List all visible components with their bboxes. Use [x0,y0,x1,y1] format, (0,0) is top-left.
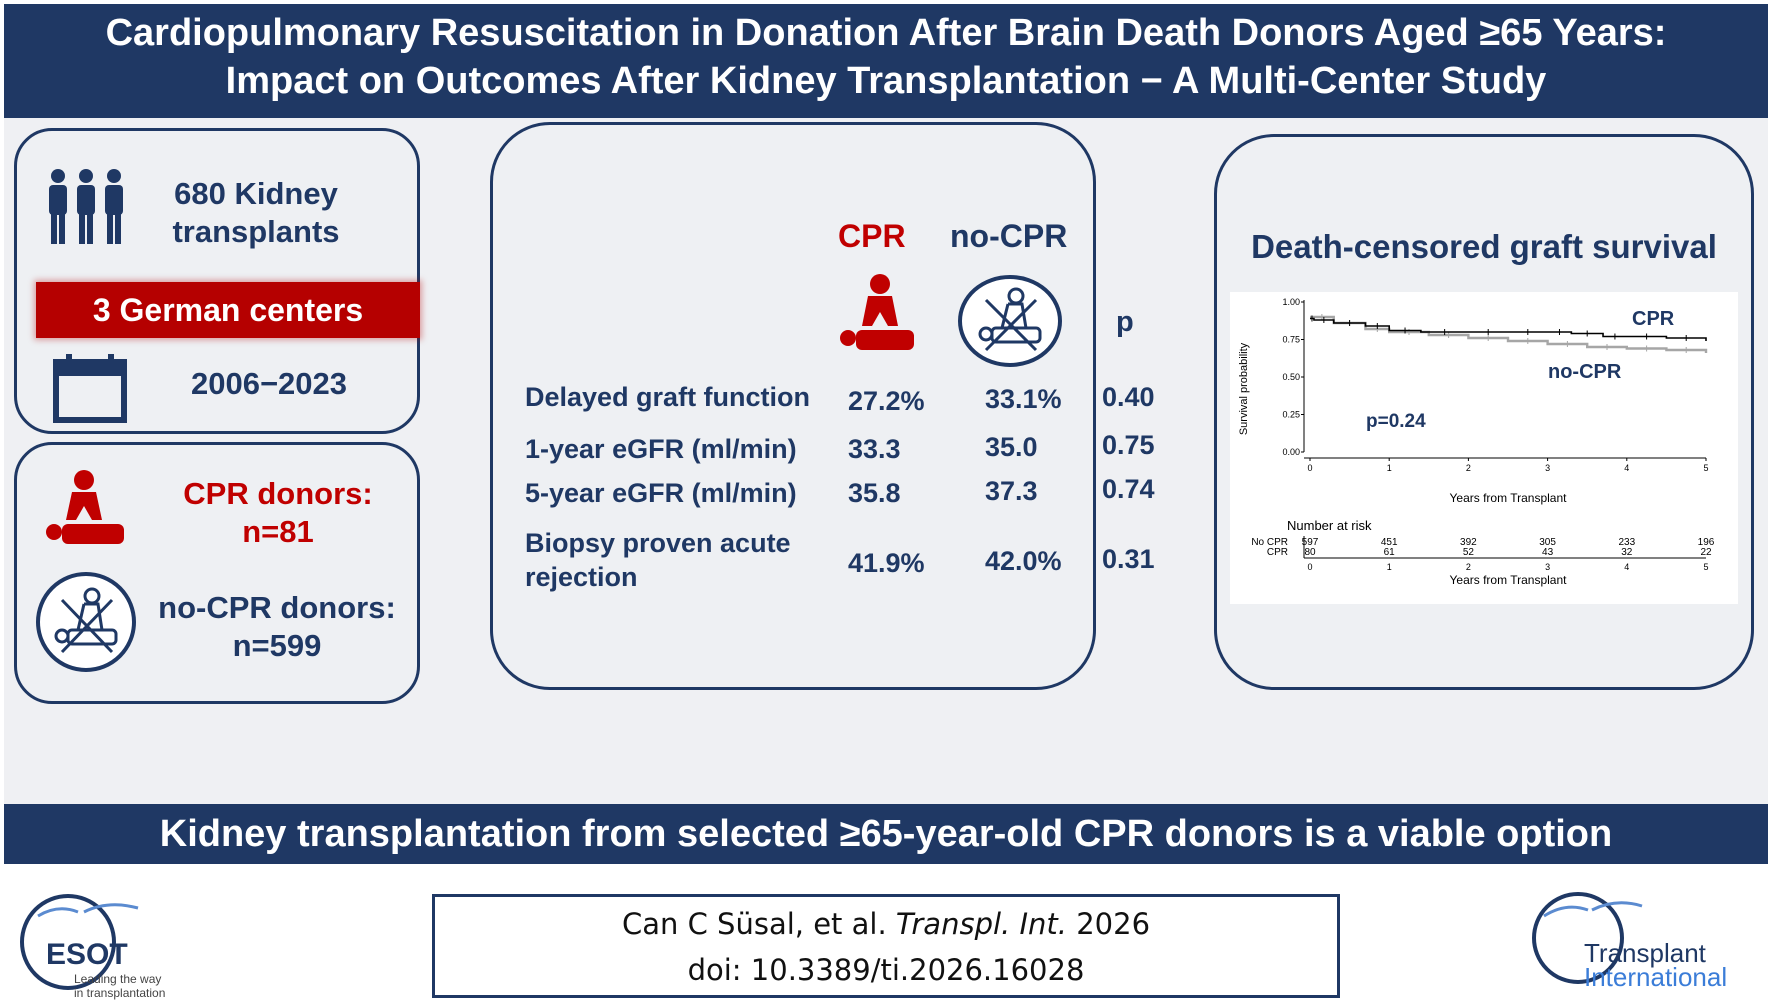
km-axes: 0.00 0.25 0.50 0.75 1.00 0 1 2 3 4 5 [1282,297,1708,473]
x-tick-label: 3 [1545,463,1550,473]
column-header-p: p [1116,306,1134,338]
risk-value: 196 [1698,537,1715,548]
y-tick-label: 0.00 [1282,447,1300,457]
risk-value: 52 [1463,547,1475,558]
calendar-icon [53,354,127,423]
title-line-2: Impact on Outcomes After Kidney Transpla… [225,60,1547,102]
citation-authors: Can C Süsal, et al. [621,907,896,941]
row-label: 5-year eGFR (ml/min) [525,478,797,508]
y-tick-label: 0.25 [1282,410,1300,420]
no-cpr-icon [36,572,136,672]
nocpr-donors-label: no-CPR donors: [158,590,396,625]
citation-box: Can C Süsal, et al. Transpl. Int. 2026 d… [432,894,1340,998]
nocpr-column-icon [958,275,1062,367]
legend-cpr: CPR [1632,308,1675,330]
row-nocpr-value: 35.0 [985,432,1038,462]
cpr-column-icon [840,274,914,350]
risk-value: 233 [1618,537,1635,548]
km-plot-svg: 0.00 0.25 0.50 0.75 1.00 0 1 2 3 4 5 Survival prob… [1238,297,1715,587]
risk-value: 305 [1539,537,1556,548]
transplants-count: 680 Kidney [174,176,338,211]
esot-tagline-1: Leading the way [74,972,162,986]
legend-nocpr: no-CPR [1548,361,1622,383]
citation-year: 2026 [1067,907,1151,941]
citation-doi: doi: 10.3389/ti.2026.16028 [687,953,1085,987]
citation-journal: Transpl. Int. [895,907,1067,941]
risk-x-tick-label: 5 [1703,562,1708,572]
km-chart: 0.00 0.25 0.50 0.75 1.00 0 1 2 3 4 5 Survival prob… [1230,292,1738,604]
transplants-label: transplants [172,214,340,249]
esot-logo-text: ESOT [46,938,128,971]
survival-title: Death-censored graft survival [1251,228,1717,265]
row-cpr-value: 33.3 [848,434,901,464]
risk-x-tick-label: 3 [1545,562,1550,572]
risk-value: 597 [1302,537,1319,548]
cpr-donors-count: n=81 [242,514,314,549]
km-series [1310,314,1708,353]
column-header-nocpr: no-CPR [950,218,1068,254]
risk-value: 22 [1700,547,1712,558]
risk-row-label-nocpr: No CPR [1251,537,1288,548]
header-banner: Cardiopulmonary Resuscitation in Donatio… [4,4,1768,118]
row-label: Delayed graft function [525,382,811,412]
row-label: 1-year eGFR (ml/min) [525,434,797,464]
risk-table-xlabel: Years from Transplant [1450,573,1568,587]
km-line-nocpr [1310,315,1708,353]
row-p-value: 0.74 [1102,474,1155,504]
risk-value: 61 [1384,547,1396,558]
row-cpr-value: 35.8 [848,478,901,508]
row-p-value: 0.40 [1102,382,1155,412]
conclusion-banner: Kidney transplantation from selected ≥65… [4,804,1768,864]
km-line-cpr [1310,317,1707,341]
citation-line: Can C Süsal, et al. Transpl. Int. 2026 [435,907,1337,941]
risk-value: 392 [1460,537,1477,548]
risk-x-tick-label: 4 [1624,562,1629,572]
risk-value: 43 [1542,547,1554,558]
row-nocpr-value: 42.0% [985,546,1062,576]
row-nocpr-value: 33.1% [985,384,1062,414]
row-cpr-value: 41.9% [848,548,925,578]
risk-value: 451 [1381,537,1398,548]
esot-tagline-2: in transplantation [74,986,166,1000]
cpr-icon [46,470,124,544]
centers-badge: 3 German centers [36,282,420,338]
x-tick-label: 1 [1387,463,1392,473]
ti-logo-line1: Transplant [1584,938,1706,968]
risk-x-tick-label: 1 [1387,562,1392,572]
y-axis-label: Survival probability [1238,342,1250,435]
risk-values: 597 451 392 305 233 196 80 61 52 43 32 22 0 1 2 3 4 5 [1302,536,1715,572]
cpr-donors-label: CPR donors: [183,476,373,511]
risk-table-title: Number at risk [1287,518,1372,533]
row-label: Biopsy proven acute [525,528,791,558]
outcomes-panel [490,122,1096,690]
x-axis-label: Years from Transplant [1450,491,1568,505]
risk-x-tick-label: 0 [1307,562,1312,572]
risk-x-tick-label: 2 [1466,562,1471,572]
y-tick-label: 0.75 [1282,335,1300,345]
row-nocpr-value: 37.3 [985,476,1038,506]
row-p-value: 0.75 [1102,430,1155,460]
y-tick-label: 0.50 [1282,372,1300,382]
x-tick-label: 5 [1703,463,1708,473]
esot-logo-icon [20,894,139,990]
nocpr-donors-count: n=599 [232,628,322,663]
x-tick-label: 4 [1624,463,1629,473]
p-value-annotation: p=0.24 [1366,411,1426,432]
risk-value: 80 [1304,547,1316,558]
column-header-cpr: CPR [838,218,906,254]
transplant-international-logo-icon [1532,892,1643,984]
study-period: 2006−2023 [190,366,348,401]
risk-value: 32 [1621,547,1633,558]
ti-logo-line2: International [1584,962,1728,992]
x-tick-label: 2 [1466,463,1471,473]
x-tick-label: 0 [1307,463,1312,473]
risk-row-label-cpr: CPR [1267,547,1288,558]
row-cpr-value: 27.2% [848,386,925,416]
row-p-value: 0.31 [1102,544,1155,574]
row-label-line2: rejection [525,562,638,592]
people-icon [49,169,123,244]
title-line-1: Cardiopulmonary Resuscitation in Donatio… [105,12,1667,54]
y-tick-label: 1.00 [1282,297,1300,307]
